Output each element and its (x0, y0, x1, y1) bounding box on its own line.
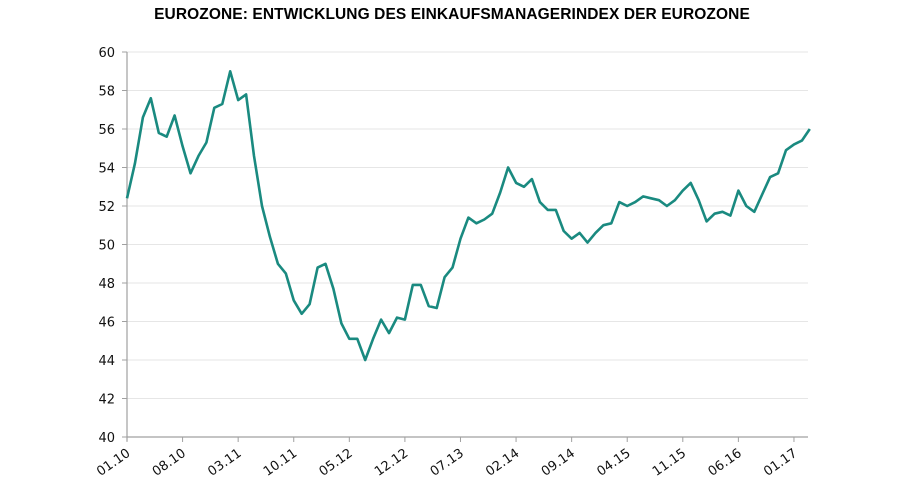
chart-title: EUROZONE: ENTWICKLUNG DES EINKAUFSMANAGE… (154, 6, 750, 23)
x-tick-label: 08.10 (150, 446, 189, 480)
x-axis: 01.10 08.10 03.11 10.11 05.12 12.12 07.13 02.14… (94, 436, 808, 480)
y-tick-label: 40 (98, 431, 115, 446)
x-tick-label: 01.10 (94, 446, 133, 480)
x-tick-label: 03.11 (205, 446, 244, 480)
x-tick-label: 12.12 (372, 446, 411, 480)
y-tick-label: 58 (98, 85, 115, 100)
x-tick-label: 07.13 (428, 446, 467, 480)
x-tick-label: 01.17 (761, 446, 800, 480)
x-tick-label: 06.16 (706, 446, 745, 480)
gridlines (127, 51, 808, 399)
x-tick-label: 09.14 (539, 446, 578, 480)
y-tick-label: 44 (98, 354, 115, 369)
y-tick-label: 46 (98, 316, 115, 331)
y-tick-label: 56 (98, 123, 115, 138)
y-tick-label: 60 (98, 46, 115, 61)
x-tick-label: 02.14 (483, 446, 522, 480)
x-tick-label: 11.15 (650, 446, 689, 480)
y-tick-label: 54 (98, 162, 115, 177)
y-axis: 40 42 44 46 48 50 52 54 56 58 60 (98, 46, 128, 446)
x-tick-label: 04.15 (594, 446, 633, 480)
y-tick-label: 42 (98, 393, 115, 408)
x-tick-label: 05.12 (317, 446, 356, 480)
pmi-series-line (125, 70, 811, 362)
y-tick-label: 52 (98, 200, 115, 215)
x-tick-label: 10.11 (261, 446, 300, 480)
y-tick-label: 50 (98, 239, 115, 254)
y-tick-label: 48 (98, 277, 115, 292)
